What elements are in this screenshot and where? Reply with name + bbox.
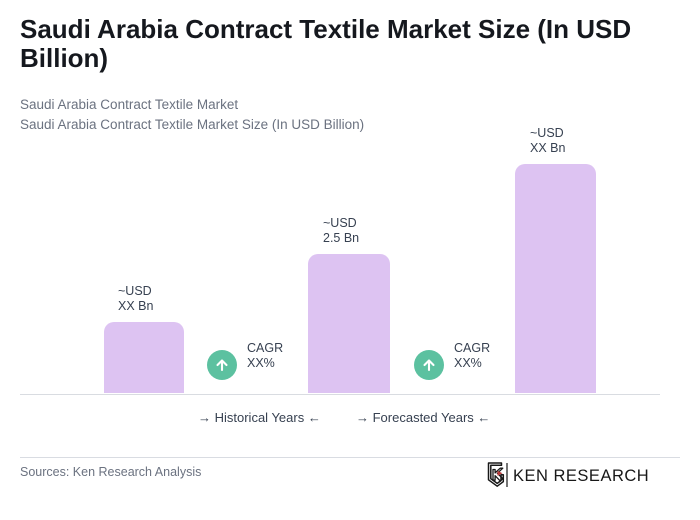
svg-text:KEN RESEARCH: KEN RESEARCH xyxy=(513,467,649,485)
